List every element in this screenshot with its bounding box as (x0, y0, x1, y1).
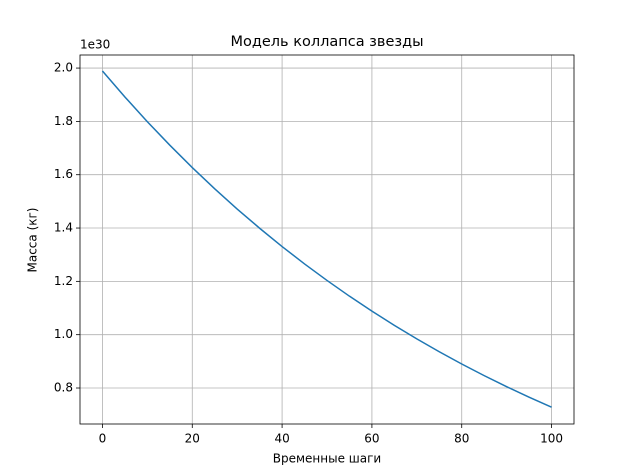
x-axis-label: Временные шаги (273, 452, 381, 466)
x-tick-label: 80 (454, 432, 469, 446)
y-tick-label: 0.8 (54, 381, 73, 395)
y-tick-label: 2.0 (54, 61, 73, 75)
x-tick-label: 100 (540, 432, 563, 446)
x-tick-label: 0 (99, 432, 107, 446)
y-tick-label: 1.0 (54, 327, 73, 341)
x-tick-label: 40 (274, 432, 289, 446)
y-tick-label: 1.8 (54, 114, 73, 128)
x-tick-label: 60 (364, 432, 379, 446)
y-axis-label: Масса (кг) (26, 208, 40, 273)
y-tick-label: 1.4 (54, 221, 73, 235)
plot-area (80, 55, 574, 424)
y-offset-label: 1e30 (80, 38, 110, 52)
chart-title: Модель коллапса звезды (230, 34, 423, 50)
x-tick-label: 20 (185, 432, 200, 446)
axes-frame (79, 54, 575, 425)
y-tick-label: 1.6 (54, 167, 73, 181)
data-line (101, 70, 552, 408)
y-tick-label: 1.2 (54, 274, 73, 288)
